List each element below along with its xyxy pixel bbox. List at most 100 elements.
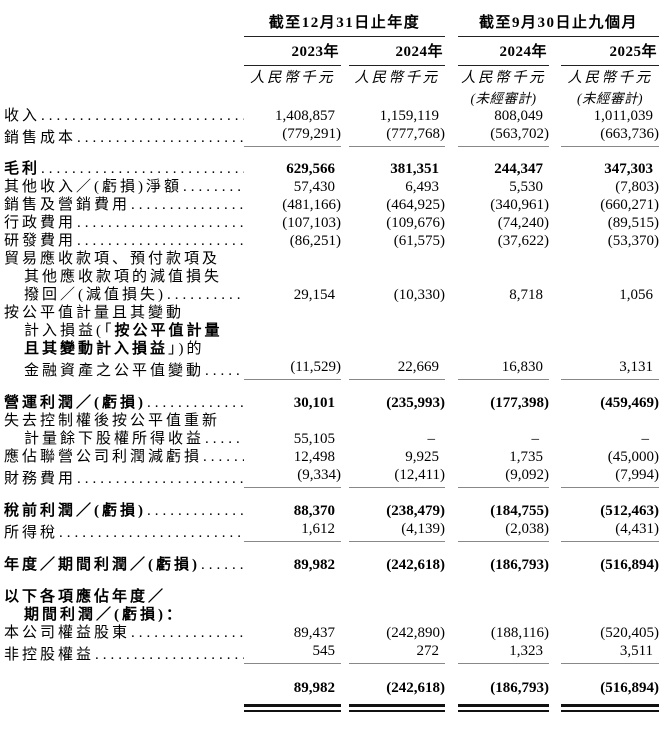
label-run: 銷售成本 [4, 129, 77, 146]
column-gap [445, 250, 458, 268]
value-cell [458, 340, 549, 358]
currency-unit-label: 人民幣千元 [461, 70, 547, 86]
label-runs: 收入 [4, 107, 40, 125]
column-gap [445, 679, 458, 697]
value-cell: 1,323 [458, 642, 550, 664]
spacer-cell [1, 574, 659, 588]
value-cell [349, 268, 445, 286]
table-row: 其他應收款項的減值損失 [1, 268, 659, 286]
label-run: 其他應收款項的減值損失 [24, 269, 223, 285]
column-gap [445, 412, 458, 430]
value-cell: (660,271) [600, 197, 660, 213]
leader-dots [183, 178, 244, 196]
value-cell [561, 588, 659, 606]
label-runs: 金融資產之公平值變動 [24, 362, 204, 380]
column-gap [341, 394, 349, 412]
column-gap [445, 125, 458, 147]
leader-dots [59, 524, 244, 542]
column-gap [445, 502, 458, 520]
value-cell: 272 [349, 642, 446, 664]
column-gap [549, 606, 561, 624]
value-cell: (520,405) [600, 625, 660, 641]
value-cell: 545 [244, 642, 341, 664]
row-label [1, 679, 244, 697]
leader-dots [205, 430, 244, 448]
column-gap [549, 466, 561, 488]
table-body: 收入1,408,8571,159,119808,0491,011,039銷售成本… [1, 107, 660, 712]
row-label-text: 其他收入／(虧損)淨額 [1, 178, 244, 196]
row-label: 銷售成本 [1, 125, 244, 147]
label-run: 以下各項應佔年度／ [4, 589, 167, 605]
value-cell: (516,894) [600, 557, 660, 573]
column-gap [445, 196, 458, 214]
row-label-text: 撥回／(減值損失) [1, 286, 244, 304]
row-label: 營運利潤／(虧損) [1, 394, 244, 412]
value-cell: 88,370 [293, 503, 335, 519]
row-label: 按公平值計量且其變動 [1, 304, 244, 322]
column-gap [341, 358, 349, 380]
label-run: 行政費用 [4, 215, 77, 231]
column-gap [341, 502, 349, 520]
income-statement-table: 截至12月31日止年度 截至9月30日止九個月 2023年 2024年 2024… [1, 6, 660, 712]
column-gap [445, 624, 458, 642]
column-gap [445, 6, 458, 37]
column-gap [341, 624, 349, 642]
column-gap [549, 87, 561, 107]
value-cell: 244,347 [494, 161, 544, 177]
row-label: 金融資產之公平值變動 [1, 358, 244, 380]
column-gap [549, 340, 561, 358]
row-label-text: 營運利潤／(虧損) [1, 394, 244, 412]
column-gap [341, 178, 349, 196]
column-gap [341, 466, 349, 488]
table-row: 毛利 629,566 381,351 244,347 347,303 [1, 160, 659, 178]
year-header-row: 2023年 2024年 2024年 2025年 [1, 36, 660, 66]
label-run-bold: 按公平值計量 [114, 323, 223, 339]
label-run: 收入 [4, 108, 41, 124]
value-cell [561, 304, 659, 322]
value-cell [561, 322, 659, 340]
leader-dots [131, 196, 244, 214]
value-cell: 55,105 [293, 431, 335, 447]
label-run: 毛利 [4, 161, 41, 177]
period-group-nine-months: 截至9月30日止九個月 [458, 6, 660, 37]
value-cell [349, 250, 445, 268]
value-cell: 1,056 [619, 287, 654, 303]
value-cell: 629,566 [286, 161, 335, 177]
column-gap [341, 412, 349, 430]
column-gap [445, 304, 458, 322]
value-cell: (109,676) [386, 215, 446, 231]
row-label: 且其變動計入損益」)的 [1, 340, 244, 358]
value-cell [458, 412, 549, 430]
unaudited-note: (未經審計) [470, 91, 537, 106]
column-gap [341, 642, 349, 664]
column-gap [341, 37, 349, 66]
value-cell [244, 340, 341, 358]
column-gap [549, 66, 561, 88]
column-gap [341, 588, 349, 606]
total-double-rule [244, 704, 341, 712]
value-cell: (4,431) [561, 520, 660, 542]
value-cell: (563,702) [458, 125, 550, 147]
column-gap [549, 394, 561, 412]
leader-dots [167, 286, 244, 304]
column-gap [549, 679, 561, 697]
column-gap [549, 624, 561, 642]
table-row: 按公平值計量且其變動 [1, 304, 659, 322]
column-gap [549, 556, 561, 574]
column-gap [445, 448, 458, 466]
value-cell: (37,622) [497, 233, 550, 249]
row-label-text: 研發費用 [1, 232, 244, 250]
column-gap [445, 340, 458, 358]
spacer-row [1, 664, 659, 680]
column-gap [445, 66, 458, 88]
column-gap [445, 232, 458, 250]
row-label: 毛利 [1, 160, 244, 178]
row-label: 年度／期間利潤／(虧損) [1, 556, 244, 574]
row-label-text: 以下各項應佔年度／ [1, 588, 244, 606]
row-label-text: 銷售及營銷費用 [1, 196, 244, 214]
value-cell [244, 268, 341, 286]
column-gap [549, 304, 561, 322]
column-gap [549, 448, 561, 466]
label-runs: 所得稅 [4, 524, 58, 542]
spacer-cell [1, 380, 659, 395]
